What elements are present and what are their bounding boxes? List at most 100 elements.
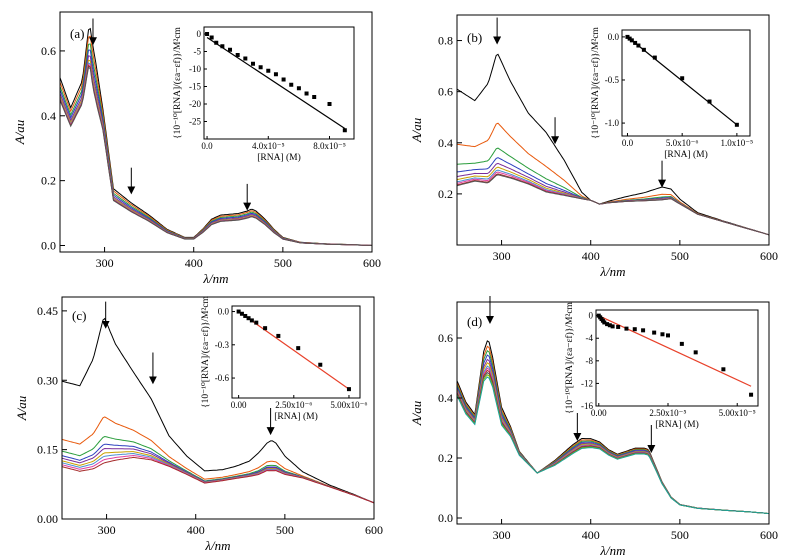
inset-data-point (205, 32, 210, 36)
y-axis-title: A/au (14, 395, 29, 421)
inset-data-point (281, 77, 286, 82)
x-tick-label: 400 (185, 256, 203, 270)
inset-y-tick-label: 0 (589, 311, 594, 321)
inset-y-axis-title: {10⁻¹⁰[RNA]/(εa−εf)}/M²cm (564, 301, 575, 414)
inset-data-point (616, 324, 621, 329)
inset-y-tick-label: -1.0 (605, 118, 620, 128)
inset-x-tick-label: 0.00 (591, 408, 607, 418)
inset-data-point (266, 68, 271, 73)
inset-x-tick-label: 0.0 (201, 141, 213, 151)
inset-frame (203, 26, 355, 140)
inset-data-point (273, 72, 278, 77)
x-tick-label: 600 (365, 523, 383, 537)
chart-panel-c: 300 400 500 600 0.00 0.15 0.30 0.45 λ/nm A/au (c) 0… (14, 295, 383, 553)
panel-label: (c) (72, 308, 86, 323)
spectrum-line-9 (457, 173, 769, 236)
inset-data-point (641, 47, 646, 52)
spectrum-line-5 (62, 447, 374, 504)
inset-x-axis-title: [RNA] (M) (257, 152, 301, 163)
inset-data-point (318, 362, 323, 367)
spectra-group (457, 53, 769, 236)
inset-data-point (721, 367, 726, 372)
inset-x-tick-label: 2.50x10⁻⁶ (275, 400, 312, 410)
inset-data-point (250, 61, 255, 66)
x-axis-title: λ/nm (599, 543, 625, 558)
y-tick-label: 0.6 (438, 85, 453, 99)
y-axis-title: A/au (409, 117, 424, 143)
plot-frame (456, 301, 770, 525)
inset-y-axis-title: {10⁻¹⁰[RNA]/(εa−εf)}/M²cm (200, 295, 211, 408)
inset-data-point (652, 330, 657, 335)
inset-y-tick-label: -15 (189, 82, 201, 92)
spectrum-line-12 (457, 376, 769, 514)
spectrum-line-10 (60, 66, 372, 246)
inset-data-point (734, 122, 739, 127)
inset-data-point (680, 76, 685, 81)
inset-data-point (312, 95, 317, 99)
x-axis-title: λ/nm (202, 271, 228, 286)
plot-frame (456, 14, 770, 246)
inset-y-axis-title: {10⁻¹⁰[RNA]/(εa−εf)}/M²cm (590, 26, 601, 139)
inset-data-point (632, 327, 637, 332)
inset-y-tick-label: -12 (581, 378, 593, 388)
y-tick-label: 0.2 (438, 187, 453, 201)
inset-y-tick-label: -4 (586, 333, 594, 343)
inset-data-point (610, 324, 615, 329)
y-tick-label: 0.00 (37, 512, 58, 526)
spectrum-line-1 (62, 317, 374, 504)
inset-data-point (243, 313, 248, 318)
chart-panel-b: 300 400 500 600 0.2 0.4 0.6 0.8 λ/nm A/au (b) 0.0 5.… (409, 14, 778, 279)
y-axis-title: A/au (409, 400, 424, 426)
y-tick-label: 0.0 (41, 239, 56, 253)
y-tick-label: 0.8 (438, 34, 453, 48)
inset-x-tick-label: 8.0x10⁻⁵ (313, 141, 346, 151)
spectra-group (457, 340, 769, 514)
inset-data-point (327, 102, 332, 106)
y-tick-label: 0.2 (438, 451, 453, 465)
x-tick-label: 300 (493, 528, 511, 542)
inset-data-point (236, 309, 241, 314)
y-tick-label: 0.4 (438, 136, 453, 150)
inset-data-point (629, 38, 634, 43)
panel-label: (d) (467, 314, 482, 329)
x-axis-title: λ/nm (599, 264, 625, 279)
inset-data-point (220, 44, 225, 49)
inset-y-tick-label: -5 (194, 47, 202, 57)
plot-frame (61, 296, 375, 520)
inset-data-point (707, 99, 712, 104)
inset-y-tick-label: 0.0 (218, 307, 230, 317)
inset-y-tick-label: -25 (189, 117, 201, 127)
panel-label: (a) (70, 26, 84, 41)
chart-panel-a: 300 400 500 600 0.0 0.2 0.4 0.6 λ/nm A/au (a) 0.0 4.… (12, 11, 381, 286)
x-tick-label: 300 (98, 523, 116, 537)
inset-x-axis-title: [RNA] (M) (664, 149, 708, 160)
inset-data-point (627, 36, 632, 41)
x-tick-label: 500 (274, 256, 292, 270)
inset-data-point (296, 86, 301, 91)
inset-y-axis-title: {10⁻¹⁰[RNA]/(εa−εf)}/M²cm (172, 26, 183, 139)
inset-y-tick-label: -0.5 (605, 75, 620, 85)
x-tick-label: 500 (671, 249, 689, 263)
spectra-group (60, 27, 372, 246)
inset-y-tick-label: 0 (197, 29, 202, 39)
inset-data-point (235, 53, 240, 57)
inset-plot: 0.0 5.0x10⁻⁶ 1.0x10⁻⁵ 0.0 -0.5 -1.0 [RNA] (M) {… (590, 26, 753, 160)
inset-data-point (258, 65, 263, 70)
inset-data-point (249, 318, 254, 323)
inset-data-point (666, 333, 670, 338)
inset-data-point (749, 392, 754, 397)
y-tick-label: 0.4 (438, 391, 453, 405)
x-tick-label: 400 (187, 523, 205, 537)
y-tick-label: 0.2 (41, 174, 56, 188)
inset-x-tick-label: 5.0x10⁻⁶ (666, 138, 699, 148)
panel-label: (b) (467, 30, 482, 45)
inset-data-point (254, 320, 259, 325)
inset-x-tick-label: 0.00 (231, 400, 247, 410)
spectrum-line-9 (62, 456, 374, 504)
inset-x-axis-title: [RNA] (M) (655, 419, 699, 430)
spectrum-line-2 (62, 416, 374, 504)
inset-y-tick-label: -10 (189, 64, 201, 74)
inset-data-point (263, 326, 268, 331)
inset-y-tick-label: -20 (189, 99, 201, 109)
